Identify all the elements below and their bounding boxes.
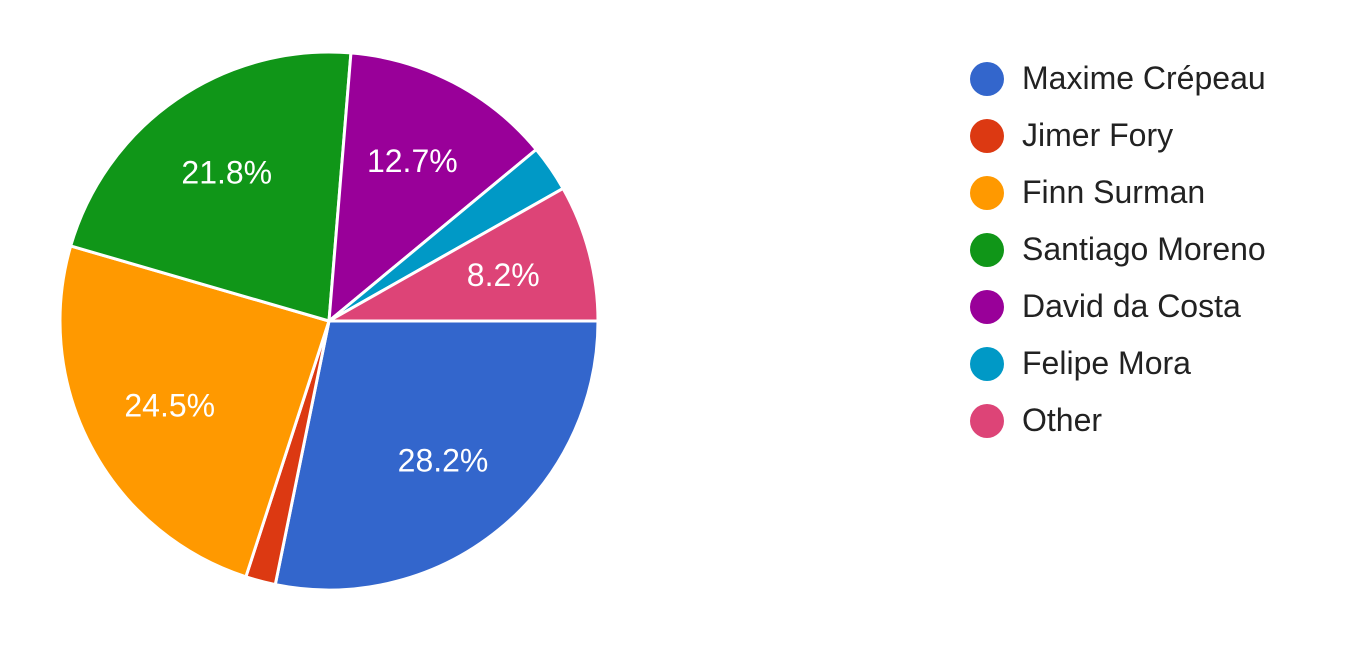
legend-swatch-3	[970, 232, 1004, 267]
pie-slice-2	[58, 244, 331, 579]
legend-item-2: Finn Surman	[970, 164, 1266, 221]
legend-item-5: Felipe Mora	[970, 335, 1266, 392]
legend-swatch-2	[970, 175, 1004, 210]
legend-label-0: Maxime Crépeau	[1022, 60, 1266, 96]
legend-swatch-1	[970, 118, 1004, 153]
pie-slice-label-4: 12.7%	[367, 143, 458, 179]
pie-slice-4	[327, 51, 538, 323]
legend-swatch-6	[970, 403, 1004, 438]
legend-label-3: Santiago Moreno	[1022, 231, 1266, 267]
legend: Maxime Crépeau Jimer Fory Finn Surman Santi…	[970, 50, 1266, 449]
pie-slice-label-6: 8.2%	[467, 257, 540, 293]
pie-slices	[58, 50, 600, 592]
pie-slice-label-3: 21.8%	[181, 155, 272, 191]
legend-label-4: David da Costa	[1022, 288, 1241, 324]
pie-slice-0	[273, 319, 600, 592]
pie-slice-label-0: 28.2%	[398, 443, 489, 479]
legend-label-5: Felipe Mora	[1022, 345, 1191, 381]
legend-swatch-4	[970, 289, 1004, 324]
legend-item-6: Other	[970, 392, 1266, 449]
pie-slice-labels: 28.2% 24.5% 21.8% 12.7% 8.2%	[124, 143, 539, 478]
pie-slice-3	[69, 50, 353, 323]
legend-item-0: Maxime Crépeau	[970, 50, 1266, 107]
legend-item-3: Santiago Moreno	[970, 221, 1266, 278]
pie-slice-label-2: 24.5%	[124, 387, 215, 423]
legend-label-2: Finn Surman	[1022, 174, 1206, 210]
legend-item-1: Jimer Fory	[970, 107, 1266, 164]
legend-swatch-0	[970, 61, 1004, 96]
legend-label-1: Jimer Fory	[1022, 117, 1174, 153]
pie-slice-6	[327, 186, 600, 323]
legend-swatch-5	[970, 346, 1004, 381]
legend-label-6: Other	[1022, 402, 1103, 438]
legend-item-4: David da Costa	[970, 278, 1266, 335]
